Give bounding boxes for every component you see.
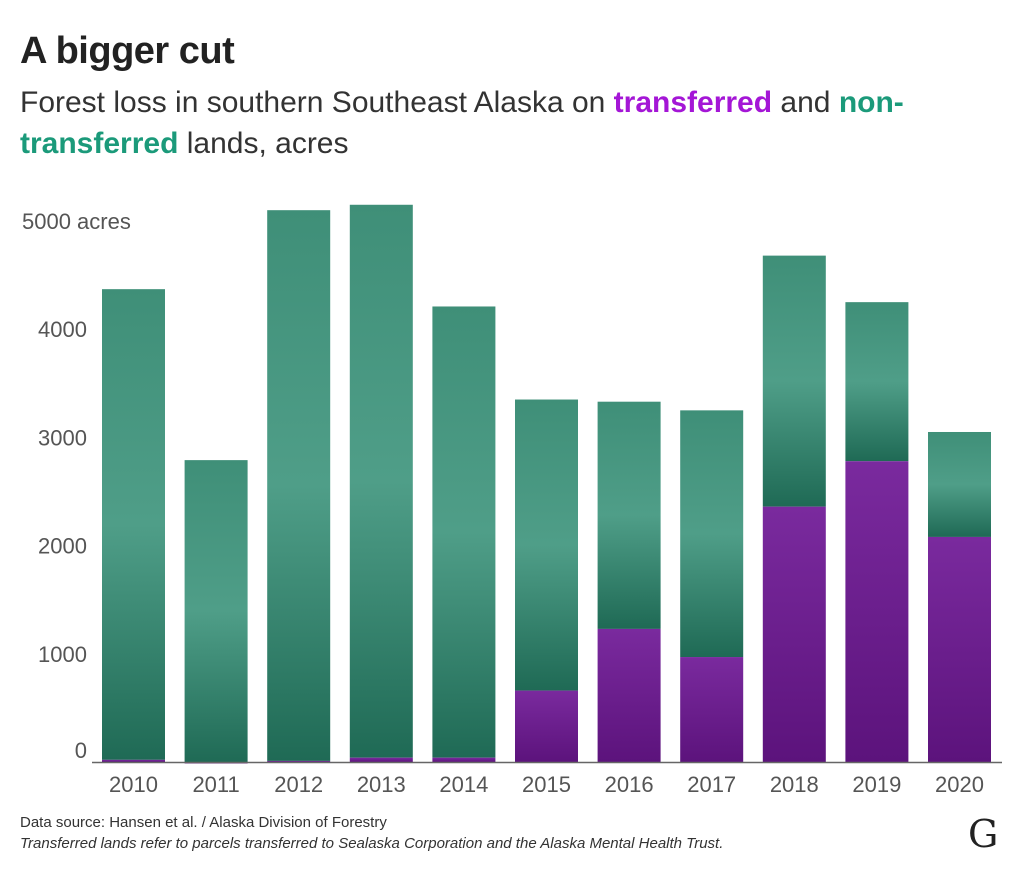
bar-non-transferred-2012 xyxy=(267,210,331,761)
subtitle-text: and xyxy=(772,86,839,119)
bar-transferred-2012 xyxy=(267,760,331,763)
y-tick-label: 0 xyxy=(75,738,87,763)
footnote: Transferred lands refer to parcels trans… xyxy=(20,835,724,852)
x-tick-label: 2015 xyxy=(522,772,571,797)
publisher-logo: G xyxy=(968,812,999,856)
bar-non-transferred-2014 xyxy=(432,306,496,758)
bar-non-transferred-2018 xyxy=(762,255,826,507)
x-tick-label: 2016 xyxy=(605,772,654,797)
bar-transferred-2010 xyxy=(102,759,165,762)
y-tick-label: 1000 xyxy=(38,642,87,667)
x-tick-label: 2020 xyxy=(935,772,984,797)
bar-transferred-2015 xyxy=(515,690,578,762)
subtitle-text: lands, acres xyxy=(178,127,349,160)
bar-non-transferred-2016 xyxy=(597,401,661,629)
y-tick-label: 2000 xyxy=(38,534,87,559)
bar-transferred-2017 xyxy=(680,657,744,762)
bar-transferred-2020 xyxy=(928,536,991,762)
chart-subtitle: Forest loss in southern Southeast Alaska… xyxy=(20,82,1010,164)
x-tick-label: 2012 xyxy=(274,772,323,797)
legend-non-transferred: non-transferred xyxy=(20,86,904,160)
bar-non-transferred-2015 xyxy=(515,399,578,691)
bar-non-transferred-2019 xyxy=(845,302,909,462)
bar-non-transferred-2013 xyxy=(349,204,413,758)
x-tick-label: 2010 xyxy=(109,772,158,797)
x-tick-label: 2018 xyxy=(770,772,819,797)
bar-transferred-2016 xyxy=(597,628,661,762)
data-source: Data source: Hansen et al. / Alaska Divi… xyxy=(20,814,387,831)
bar-non-transferred-2017 xyxy=(680,410,744,658)
chart-title: A bigger cut xyxy=(20,30,235,72)
x-tick-label: 2014 xyxy=(439,772,488,797)
x-tick-label: 2011 xyxy=(192,772,239,797)
bar-transferred-2018 xyxy=(762,506,826,762)
bar-chart: 0 1000 2000 3000 4000 5000 acres 2010 2011 2012… xyxy=(22,204,1002,797)
x-tick-label: 2017 xyxy=(687,772,736,797)
x-tick-label: 2013 xyxy=(357,772,406,797)
bar-transferred-2014 xyxy=(432,757,496,762)
y-tick-label: 5000 acres xyxy=(22,209,131,234)
y-tick-label: 4000 xyxy=(38,317,87,342)
subtitle-text: Forest loss in southern Southeast Alaska… xyxy=(20,86,614,119)
bar-non-transferred-2011 xyxy=(184,460,248,762)
bar-non-transferred-2020 xyxy=(928,431,991,537)
legend-transferred: transferred xyxy=(613,86,773,119)
bar-transferred-2013 xyxy=(349,757,413,762)
y-tick-label: 3000 xyxy=(38,425,87,450)
bar-transferred-2019 xyxy=(845,461,909,762)
x-tick-label: 2019 xyxy=(852,772,901,797)
bar-non-transferred-2010 xyxy=(102,289,165,760)
